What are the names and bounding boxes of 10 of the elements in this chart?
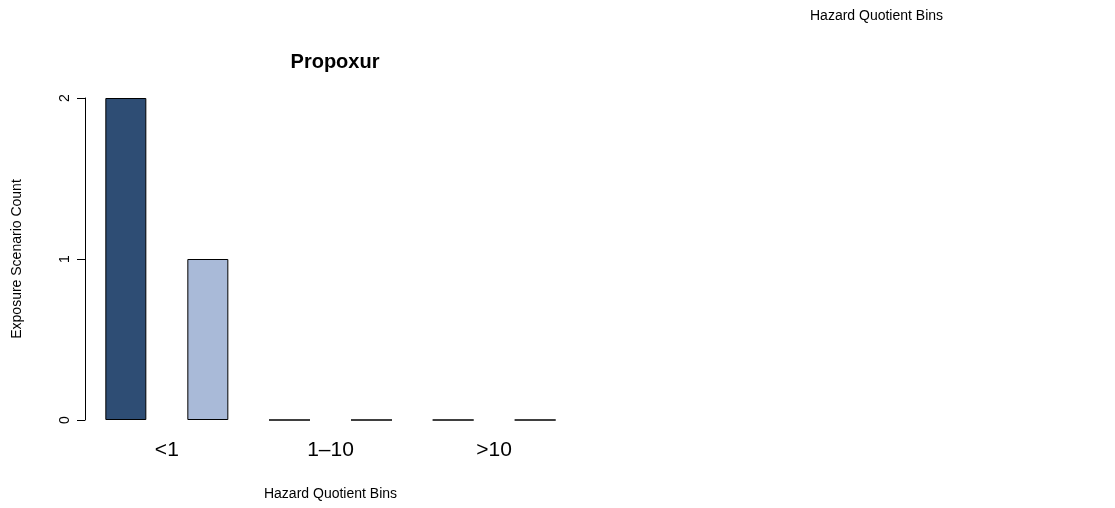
chart-title: Propoxur [290, 50, 380, 72]
x-tick-label: >10 [476, 437, 512, 460]
text: Hazard Quotient Bins [810, 7, 944, 23]
x-axis-title: Hazard Quotient Bins [263, 485, 398, 501]
x-tick-label: 1–10 [307, 437, 354, 460]
x-tick-label: <1 [154, 437, 179, 460]
y-axis-title: Exposure Scenario Count [8, 179, 24, 339]
y-tick-label: 1 [56, 254, 72, 263]
y-tick-label: 0 [56, 415, 72, 424]
y-tick-label: 2 [56, 93, 72, 102]
